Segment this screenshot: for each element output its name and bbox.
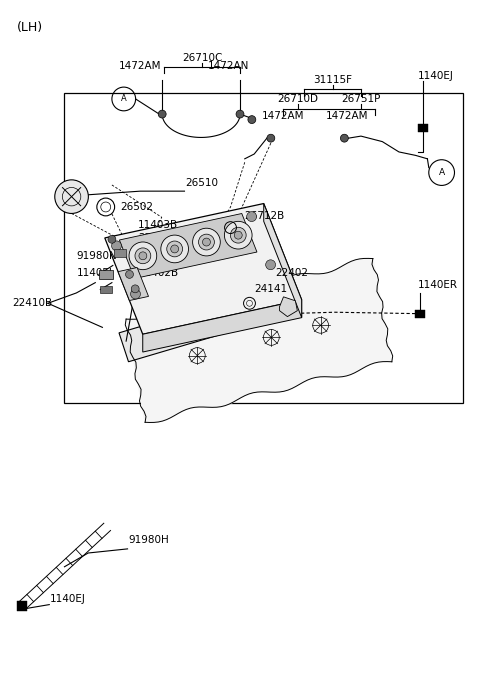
Polygon shape xyxy=(105,203,301,334)
Text: 31115F: 31115F xyxy=(313,75,352,85)
Circle shape xyxy=(171,245,179,253)
Polygon shape xyxy=(264,203,301,317)
Circle shape xyxy=(131,285,139,293)
Polygon shape xyxy=(120,214,257,278)
Bar xyxy=(17,601,27,611)
Circle shape xyxy=(234,231,242,239)
Bar xyxy=(114,249,126,257)
Text: 22410B: 22410B xyxy=(12,299,52,308)
Circle shape xyxy=(230,228,246,243)
Text: 1140EJ: 1140EJ xyxy=(418,71,454,81)
Circle shape xyxy=(108,235,116,244)
Text: 26751P: 26751P xyxy=(341,94,381,104)
Circle shape xyxy=(248,116,256,124)
Text: 26712B: 26712B xyxy=(245,211,285,221)
Bar xyxy=(418,125,428,132)
Text: 11403B: 11403B xyxy=(138,220,178,230)
Text: 91980N: 91980N xyxy=(76,251,117,260)
Text: 26510: 26510 xyxy=(185,177,218,188)
Circle shape xyxy=(203,238,210,246)
Text: 1472AN: 1472AN xyxy=(207,61,249,72)
Circle shape xyxy=(192,228,220,256)
Circle shape xyxy=(161,235,189,263)
Text: 24141: 24141 xyxy=(254,285,288,294)
Bar xyxy=(64,93,463,403)
Text: 22402: 22402 xyxy=(276,268,309,278)
Bar xyxy=(99,271,113,279)
Text: 27325: 27325 xyxy=(138,233,171,244)
Circle shape xyxy=(225,221,252,249)
Text: (LH): (LH) xyxy=(17,21,43,34)
Circle shape xyxy=(158,110,166,118)
Text: 1472AM: 1472AM xyxy=(325,111,368,121)
Text: A: A xyxy=(121,95,127,104)
Polygon shape xyxy=(126,258,392,422)
Circle shape xyxy=(265,260,276,270)
Polygon shape xyxy=(279,296,297,317)
Circle shape xyxy=(139,252,147,260)
Circle shape xyxy=(135,248,151,264)
Polygon shape xyxy=(119,299,245,362)
Text: 26710D: 26710D xyxy=(277,94,318,104)
Circle shape xyxy=(247,212,257,221)
Circle shape xyxy=(129,242,156,269)
Text: 22453A: 22453A xyxy=(150,254,190,264)
Text: 1140EJ: 1140EJ xyxy=(50,594,86,604)
Bar xyxy=(100,285,112,294)
Text: A: A xyxy=(439,168,444,177)
Circle shape xyxy=(340,134,348,142)
Circle shape xyxy=(111,241,121,251)
Text: 26502: 26502 xyxy=(120,202,154,212)
Circle shape xyxy=(236,110,244,118)
Circle shape xyxy=(267,134,275,142)
Text: 22402B: 22402B xyxy=(138,268,178,278)
Text: 1472AM: 1472AM xyxy=(119,61,162,72)
Text: 1140ER: 1140ER xyxy=(418,280,458,290)
Bar xyxy=(415,310,425,317)
Circle shape xyxy=(55,180,88,214)
Text: 1140EJ: 1140EJ xyxy=(76,268,112,278)
Text: 91980H: 91980H xyxy=(129,535,169,546)
Circle shape xyxy=(199,234,215,250)
Polygon shape xyxy=(118,267,148,301)
Circle shape xyxy=(126,271,133,278)
Text: 26710C: 26710C xyxy=(182,53,222,63)
Text: 1472AM: 1472AM xyxy=(262,111,304,121)
Polygon shape xyxy=(143,300,301,352)
Circle shape xyxy=(131,289,141,299)
Circle shape xyxy=(167,241,182,257)
